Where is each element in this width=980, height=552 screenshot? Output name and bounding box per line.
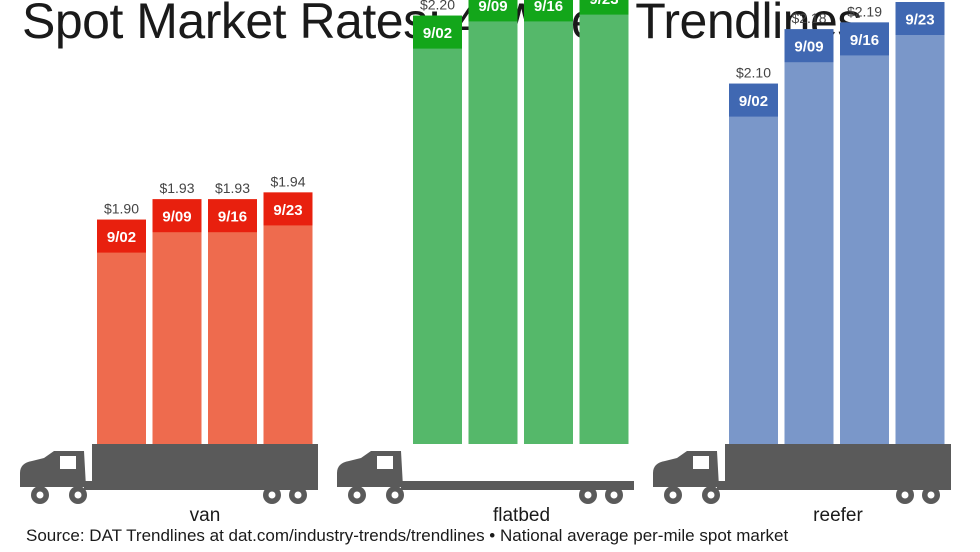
reefer-hubcap-1 xyxy=(669,491,677,499)
source-note: Source: DAT Trendlines at dat.com/indust… xyxy=(26,526,789,545)
reefer-bar-3 xyxy=(840,22,889,445)
flatbed-date-label-3: 9/16 xyxy=(534,0,563,15)
reefer-date-label-1: 9/02 xyxy=(739,93,768,110)
reefer-cab-window xyxy=(693,456,709,469)
reefer-group: 9/02$2.109/09$2.189/16$2.199/23$2.22reef… xyxy=(729,1,945,526)
van-date-band-3 xyxy=(208,199,257,233)
van-hubcap-4 xyxy=(294,491,302,499)
reefer-date-label-4: 9/23 xyxy=(905,12,934,29)
reefer-price-label-3: $2.19 xyxy=(847,3,882,19)
reefer-price-label-1: $2.10 xyxy=(736,65,771,81)
van-bar-4 xyxy=(263,192,313,444)
reefer-bar-4 xyxy=(895,1,945,444)
flatbed-date-band-2 xyxy=(468,0,518,22)
flatbed-bar-1 xyxy=(413,15,462,444)
flatbed-bar-2 xyxy=(468,0,518,445)
van-hubcap-2 xyxy=(74,491,82,499)
reefer-chassis xyxy=(717,481,725,490)
reefer-bar-1 xyxy=(729,83,778,444)
reefer-date-band-4 xyxy=(895,1,945,35)
reefer-date-band-2 xyxy=(784,29,834,63)
reefer-hubcap-2 xyxy=(707,491,715,499)
van-date-label-4: 9/23 xyxy=(273,202,302,219)
reefer-truck-icon xyxy=(653,444,951,504)
flatbed-truck-icon xyxy=(337,451,634,504)
flatbed-bar-3 xyxy=(524,0,573,445)
reefer-category-label: reefer xyxy=(813,505,863,526)
flatbed-deck xyxy=(409,481,634,490)
flatbed-date-band-4 xyxy=(579,0,629,15)
flatbed-chassis xyxy=(401,481,409,490)
van-price-label-3: $1.93 xyxy=(215,180,250,196)
flatbed-cab xyxy=(337,451,403,487)
reefer-hubcap-4 xyxy=(927,491,935,499)
flatbed-hubcap-1 xyxy=(353,491,361,499)
reefer-date-label-2: 9/09 xyxy=(794,39,823,56)
reefer-bar-2 xyxy=(784,29,834,444)
flatbed-bar-4 xyxy=(579,0,629,444)
van-category-label: van xyxy=(190,505,221,526)
flatbed-cab-window xyxy=(377,456,393,469)
van-price-label-2: $1.93 xyxy=(159,180,194,196)
reefer-hubcap-3 xyxy=(901,491,909,499)
van-date-band-4 xyxy=(263,192,313,226)
flatbed-date-band-1 xyxy=(413,15,462,49)
flatbed-date-label-2: 9/09 xyxy=(478,0,507,15)
flatbed-category-label: flatbed xyxy=(493,505,550,526)
van-date-label-3: 9/16 xyxy=(218,209,247,226)
flatbed-hubcap-3 xyxy=(584,491,592,499)
van-group: 9/02 $1.90 9/09 $1.93 9/16 $1.93 9/23 $1.94 van xyxy=(97,173,313,526)
van-cab xyxy=(20,451,86,487)
van-date-band-1 xyxy=(97,219,146,253)
van-bar-1 xyxy=(97,219,146,444)
van-chassis xyxy=(84,481,92,490)
reefer-date-band-1 xyxy=(729,83,778,117)
van-date-band-2 xyxy=(152,199,202,233)
van-bar-3 xyxy=(208,199,257,444)
van-truck-icon xyxy=(20,444,318,504)
van-hubcap-1 xyxy=(36,491,44,499)
van-price-label-1: $1.90 xyxy=(104,201,139,217)
flatbed-date-band-3 xyxy=(524,0,573,22)
reefer-trailer xyxy=(725,444,951,490)
van-trailer xyxy=(92,444,318,490)
van-price-label-4: $1.94 xyxy=(270,173,305,189)
reefer-date-band-3 xyxy=(840,22,889,56)
reefer-price-label-2: $2.18 xyxy=(791,10,826,26)
flatbed-date-label-4: 9/23 xyxy=(589,0,618,8)
van-bar-2 xyxy=(152,199,202,444)
flatbed-group: 9/02$2.209/09$2.249/16$2.249/23$2.25flat… xyxy=(413,0,629,526)
flatbed-price-label-1: $2.20 xyxy=(420,0,455,13)
reefer-date-label-3: 9/16 xyxy=(850,32,879,49)
van-cab-window xyxy=(60,456,76,469)
flatbed-date-label-1: 9/02 xyxy=(423,25,452,42)
flatbed-hubcap-4 xyxy=(610,491,618,499)
van-hubcap-3 xyxy=(268,491,276,499)
van-date-label-2: 9/09 xyxy=(162,209,191,226)
van-date-label-1: 9/02 xyxy=(107,229,136,246)
reefer-cab xyxy=(653,451,719,487)
flatbed-hubcap-2 xyxy=(391,491,399,499)
